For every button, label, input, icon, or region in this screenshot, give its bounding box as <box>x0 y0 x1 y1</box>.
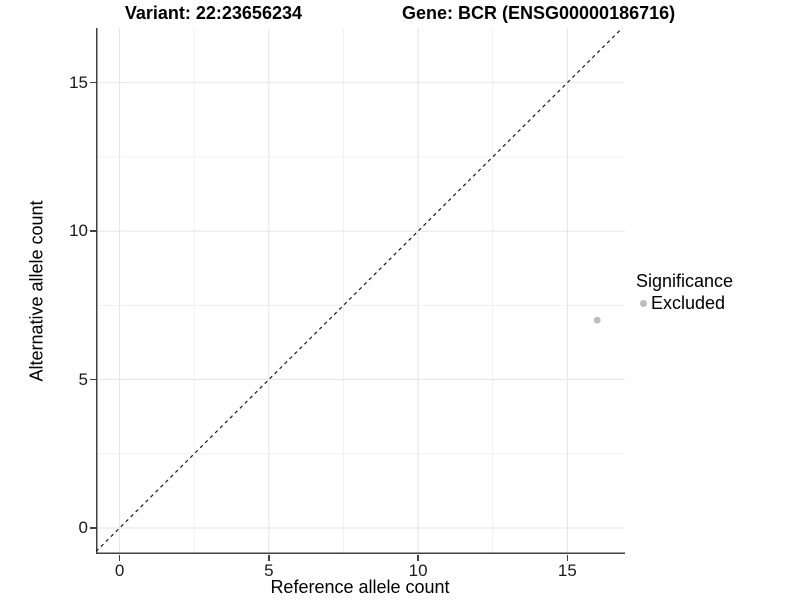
y-tick-label: 15 <box>69 72 88 92</box>
legend-entry-excluded: Excluded <box>636 293 733 314</box>
identity-line <box>96 28 623 552</box>
x-tick-mark <box>118 555 121 561</box>
plot-title-gene: Gene: BCR (ENSG00000186716) <box>402 3 676 23</box>
x-tick-mark <box>417 555 419 561</box>
data-point <box>593 316 601 324</box>
x-tick-label: 15 <box>557 561 577 580</box>
legend-title: Significance <box>636 271 734 291</box>
y-tick-mark <box>90 81 96 84</box>
y-tick-mark <box>90 378 96 381</box>
x-tick-mark <box>566 555 569 561</box>
x-tick-label: 10 <box>408 561 428 580</box>
plot-title-variant: Variant: 22:23656234 <box>124 3 302 23</box>
x-tick-label: 5 <box>264 561 274 580</box>
y-axis-ticks: 0 5 10 15 <box>0 28 96 554</box>
legend: Significance Excluded <box>636 271 733 314</box>
y-tick-mark <box>90 230 96 232</box>
x-axis-title: Reference allele count <box>270 577 450 597</box>
y-tick-mark <box>90 527 96 529</box>
y-tick-label: 0 <box>78 518 88 538</box>
x-axis-ticks: 0 5 10 15 <box>96 554 625 586</box>
plot-title: Variant: 22:23656234 Gene: BCR (ENSG0000… <box>0 3 800 23</box>
legend-point-icon <box>640 300 647 307</box>
legend-key <box>636 294 651 314</box>
y-tick-label: 10 <box>69 221 88 241</box>
plot-panel <box>96 28 625 554</box>
plot-canvas <box>96 28 625 554</box>
x-tick-label: 0 <box>114 561 125 580</box>
legend-entry-label: Excluded <box>651 293 726 313</box>
x-tick-mark <box>268 555 270 561</box>
y-tick-label: 5 <box>78 369 88 389</box>
